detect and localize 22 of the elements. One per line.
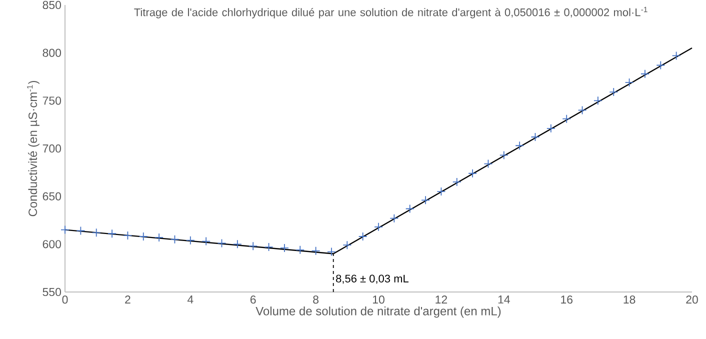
x-tick-label: 2 (125, 296, 130, 304)
x-tick-label: 6 (250, 296, 256, 304)
x-tick-label: 12 (436, 296, 448, 304)
x-tick-label: 14 (498, 296, 510, 304)
x-axis-title: Volume de solution de nitrate d'argent (en mL) (256, 306, 501, 318)
x-tick-label: 16 (561, 296, 572, 304)
y-tick-label: 800 (42, 48, 62, 57)
x-tick-label: 20 (686, 296, 698, 304)
y-tick-label: 550 (42, 288, 62, 296)
x-tick-label: 4 (187, 296, 194, 304)
ref-line-label: 8,56 ± 0,03 mL (336, 274, 408, 284)
y-tick-label: 700 (42, 144, 62, 153)
chart-title: Titrage de l'acide chlorhydrique dilué par une solution de nitrate d'argent à 0,050016 ± 0,000002 mol·L$^{-1}$ (134, 6, 648, 18)
x-tick-label: 18 (624, 296, 636, 304)
y-tick-label: 600 (42, 240, 62, 248)
y-axis-title: Conductivité (en µS·cm$^{-1}$) (27, 80, 40, 216)
y-tick-label: 650 (42, 192, 62, 200)
x-tick-label: 0 (62, 296, 68, 304)
x-tick-label: 10 (372, 296, 384, 304)
y-tick-label: 750 (42, 96, 62, 105)
x-tick-label: 8 (313, 296, 319, 304)
y-tick-label: 850 (42, 0, 62, 10)
